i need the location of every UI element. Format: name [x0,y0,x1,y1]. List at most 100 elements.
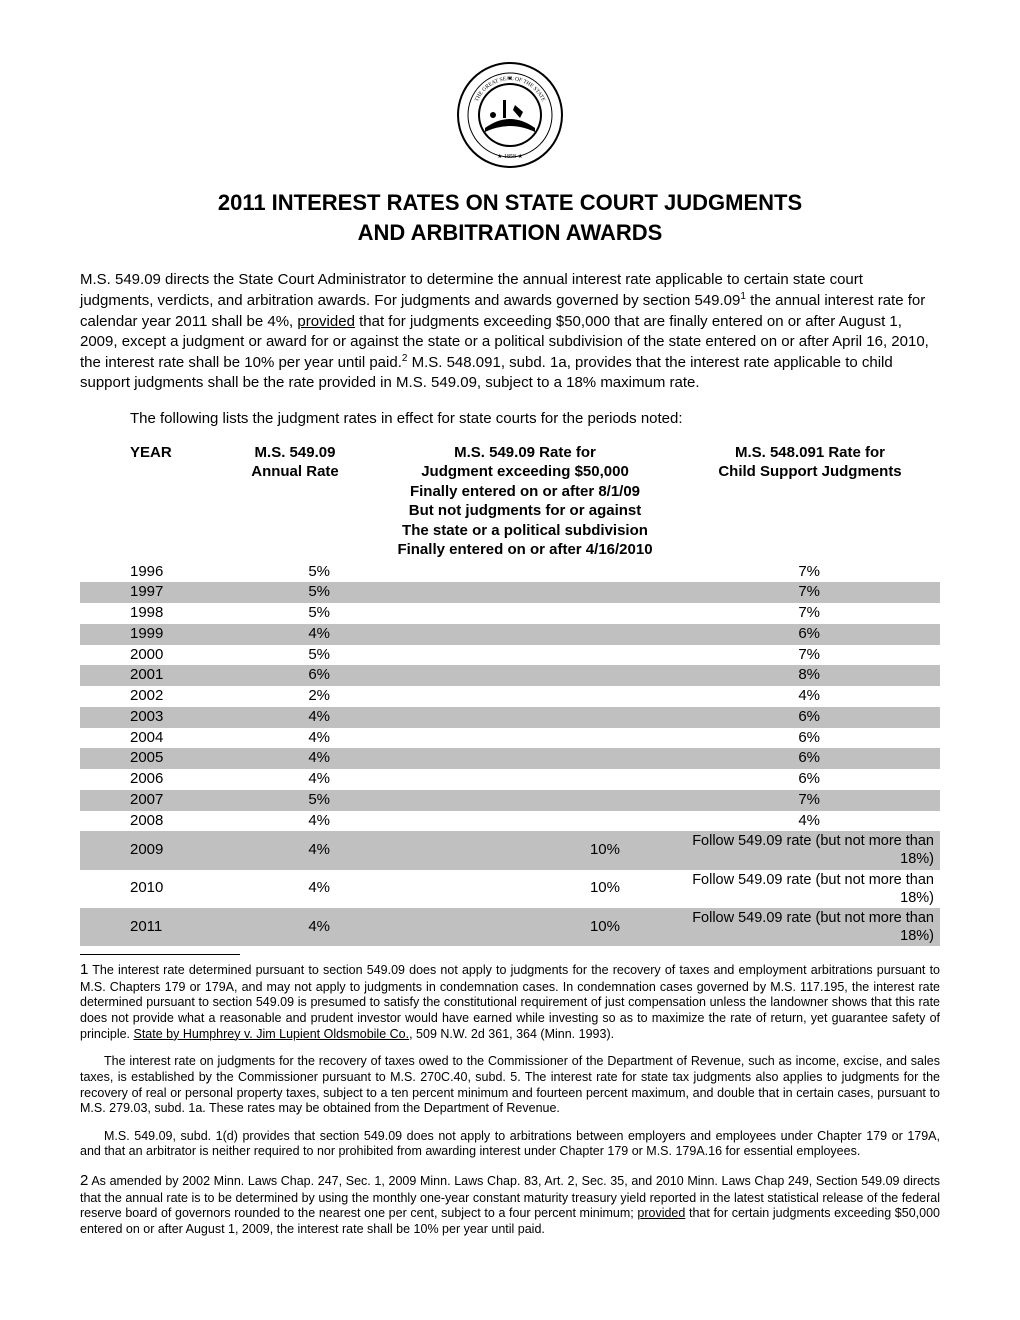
cell-annual: 5% [220,645,370,666]
cell-judgment [370,645,680,666]
cell-child: 7% [680,603,940,624]
cell-year: 2007 [80,790,220,811]
cell-judgment [370,686,680,707]
doc-title-line1: 2011 INTEREST RATES ON STATE COURT JUDGM… [80,190,940,216]
header-child-l2: Child Support Judgments [718,463,901,480]
cell-annual: 4% [220,748,370,769]
table-row: 20054% 6% [80,748,940,769]
cell-annual: 4% [220,707,370,728]
header-year: YEAR [80,441,220,562]
cell-child: Follow 549.09 rate (but not more than 18… [680,908,940,946]
cell-child: 4% [680,686,940,707]
footnote-1-p1: 1 The interest rate determined pursuant … [80,961,940,1042]
cell-judgment: 10% [370,908,680,946]
intro-provided-1: provided [297,313,355,330]
table-header-row: YEAR M.S. 549.09 Annual Rate M.S. 549.09… [80,441,940,562]
header-judgment-l5: The state or a political subdivision [402,522,648,539]
footnote-separator [80,954,240,955]
cell-child: Follow 549.09 rate (but not more than 18… [680,870,940,908]
table-row: 20104%10%Follow 549.09 rate (but not mor… [80,870,940,908]
header-annual-l2: Annual Rate [251,463,339,480]
cell-judgment [370,748,680,769]
cell-child: 6% [680,707,940,728]
header-judgment: M.S. 549.09 Rate for Judgment exceeding … [370,441,680,562]
cell-child: 7% [680,582,940,603]
cell-annual: 4% [220,811,370,832]
cell-child: Follow 549.09 rate (but not more than 18… [680,831,940,869]
table-intro: The following lists the judgment rates i… [130,410,940,427]
cell-year: 2005 [80,748,220,769]
cell-child: 7% [680,645,940,666]
header-judgment-l1: M.S. 549.09 Rate for [454,444,596,461]
footnote-2: 2 As amended by 2002 Minn. Laws Chap. 24… [80,1172,940,1238]
cell-child: 7% [680,790,940,811]
table-row: 20064% 6% [80,769,940,790]
header-child: M.S. 548.091 Rate for Child Support Judg… [680,441,940,562]
cell-annual: 4% [220,870,370,908]
table-row: 20022% 4% [80,686,940,707]
cell-judgment [370,811,680,832]
cell-annual: 4% [220,769,370,790]
cell-judgment [370,665,680,686]
rates-table: YEAR M.S. 549.09 Annual Rate M.S. 549.09… [80,441,940,947]
cell-child: 8% [680,665,940,686]
table-row: 19975%7% [80,582,940,603]
header-judgment-l4: But not judgments for or against [409,502,642,519]
table-row: 19985%7% [80,603,940,624]
cell-judgment: 10% [370,831,680,869]
cell-judgment [370,769,680,790]
cell-annual: 5% [220,562,370,583]
cell-year: 2003 [80,707,220,728]
cell-year: 2009 [80,831,220,869]
cell-judgment [370,790,680,811]
header-child-l1: M.S. 548.091 Rate for [735,444,885,461]
footnote-1-text-b: , 509 N.W. 2d 361, 364 (Minn. 1993). [409,1027,614,1041]
cell-judgment [370,624,680,645]
cell-annual: 4% [220,624,370,645]
cell-year: 1999 [80,624,220,645]
cell-annual: 5% [220,582,370,603]
cell-annual: 5% [220,790,370,811]
footnote-1-p2: The interest rate on judgments for the r… [80,1054,940,1117]
cell-year: 1998 [80,603,220,624]
cell-year: 2000 [80,645,220,666]
cell-judgment: 10% [370,870,680,908]
cell-annual: 2% [220,686,370,707]
doc-title-line2: AND ARBITRATION AWARDS [80,220,940,246]
cell-annual: 4% [220,908,370,946]
table-row: 20044%6% [80,728,940,749]
cell-child: 7% [680,562,940,583]
footnote-2-provided: provided [637,1206,685,1220]
header-annual: M.S. 549.09 Annual Rate [220,441,370,562]
table-row: 19965% 7% [80,562,940,583]
state-seal: ★ THE GREAT SEAL OF THE STATE ★ 1858 ★ [455,60,565,170]
cell-child: 4% [680,811,940,832]
cell-year: 2011 [80,908,220,946]
cell-annual: 4% [220,728,370,749]
cell-judgment [370,603,680,624]
cell-child: 6% [680,624,940,645]
table-row: 20094%10%Follow 549.09 rate (but not mor… [80,831,940,869]
cell-year: 1996 [80,562,220,583]
cell-year: 2010 [80,870,220,908]
header-judgment-l2: Judgment exceeding $50,000 [421,463,629,480]
table-row: 20034% 6% [80,707,940,728]
cell-judgment [370,582,680,603]
intro-paragraph: M.S. 549.09 directs the State Court Admi… [80,270,940,394]
cell-child: 6% [680,748,940,769]
cell-annual: 4% [220,831,370,869]
cell-child: 6% [680,769,940,790]
table-row: 20114%10%Follow 549.09 rate (but not mor… [80,908,940,946]
footnote-1-p3: M.S. 549.09, subd. 1(d) provides that se… [80,1129,940,1160]
table-row: 19994% 6% [80,624,940,645]
cell-year: 2004 [80,728,220,749]
cell-judgment [370,728,680,749]
svg-text:★ 1858 ★: ★ 1858 ★ [497,153,523,160]
header-judgment-l6: Finally entered on or after 4/16/2010 [397,541,652,558]
cell-year: 2002 [80,686,220,707]
cell-judgment [370,707,680,728]
footnote-1-case: State by Humphrey v. Jim Lupient Oldsmob… [134,1027,410,1041]
table-row: 20005% 7% [80,645,940,666]
cell-year: 2008 [80,811,220,832]
cell-year: 2006 [80,769,220,790]
